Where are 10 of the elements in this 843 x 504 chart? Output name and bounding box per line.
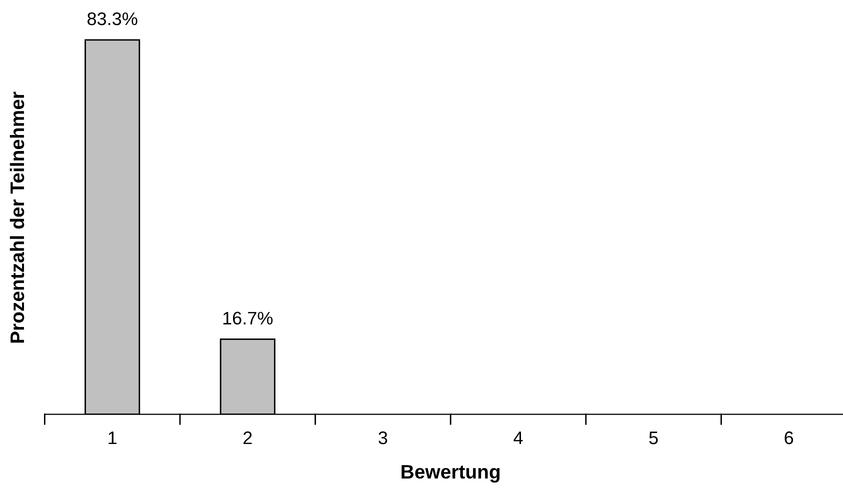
- x-tick-label: 2: [244, 431, 252, 444]
- x-tick-label: 6: [784, 431, 794, 444]
- data-label: 83.3%: [88, 12, 138, 26]
- x-axis-title: Bewertung: [402, 465, 500, 483]
- x-tick-label: 4: [514, 432, 523, 444]
- data-label: 16.7%: [223, 312, 273, 325]
- x-tick-label: 5: [649, 432, 658, 444]
- x-tick-label: 3: [378, 431, 388, 444]
- x-tick-label: 1: [108, 432, 116, 444]
- y-axis-title: Prozentzahl der Teilnehmer: [10, 92, 24, 343]
